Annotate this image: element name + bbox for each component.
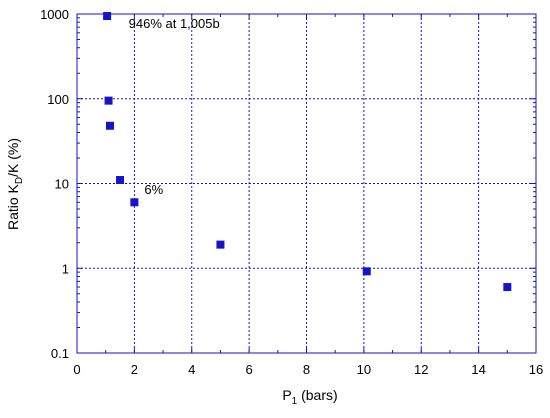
x-tick-label: 6	[246, 362, 253, 377]
x-tick-label: 10	[357, 362, 371, 377]
data-point	[362, 267, 371, 276]
annotations: 946% at 1,005b 6%	[129, 16, 220, 197]
y-tick-label: 100	[47, 92, 69, 107]
x-tick-label: 0	[73, 362, 80, 377]
data-point	[116, 175, 125, 184]
data-point	[216, 240, 225, 249]
annotation-label: 6%	[144, 182, 163, 197]
data-point	[103, 12, 112, 21]
x-tick-label: 14	[471, 362, 485, 377]
data-point	[503, 283, 512, 292]
axis-ticks	[76, 13, 537, 354]
data-points	[103, 12, 512, 292]
y-tick-label: 0.1	[51, 346, 69, 361]
grid-lines	[77, 14, 536, 353]
x-axis-label: P1 (bars)	[282, 387, 337, 407]
y-tick-label: 1000	[40, 7, 69, 22]
x-tick-label: 16	[529, 362, 543, 377]
x-tick-label: 2	[131, 362, 138, 377]
y-axis-label: Ratio KD/K (%)	[5, 138, 25, 230]
y-tick-label: 10	[55, 177, 69, 192]
x-tick-labels: 0 2 4 6 8 10 12 14 16	[73, 362, 543, 377]
data-point	[130, 198, 139, 207]
y-tick-labels: 0.1 1 10 100 1000	[40, 7, 69, 361]
data-point	[105, 121, 114, 130]
x-tick-label: 4	[188, 362, 195, 377]
data-point	[104, 96, 113, 105]
annotation-label: 946% at 1,005b	[129, 16, 220, 31]
x-tick-label: 8	[303, 362, 310, 377]
y-tick-label: 1	[62, 261, 69, 276]
x-tick-label: 12	[414, 362, 428, 377]
